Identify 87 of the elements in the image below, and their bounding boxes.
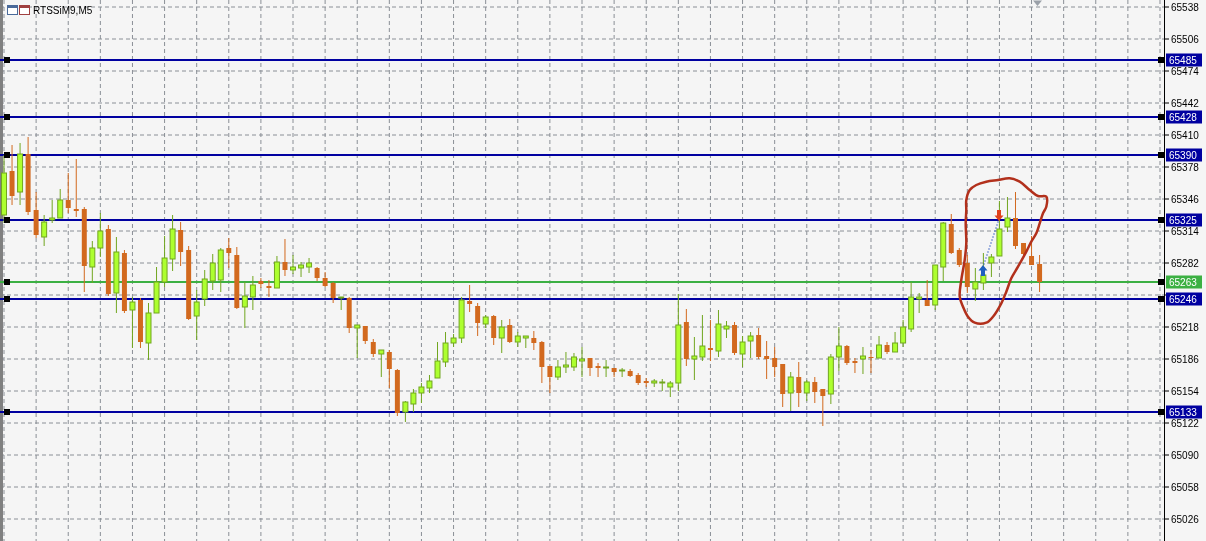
candlestick xyxy=(820,388,826,427)
y-tick-label: 65058 xyxy=(1171,481,1200,493)
candlestick xyxy=(1037,254,1043,293)
candlestick xyxy=(554,359,561,381)
ref-line-label: 65325 xyxy=(1169,214,1198,226)
candlestick xyxy=(844,344,850,366)
candlestick xyxy=(619,367,626,378)
candlestick xyxy=(900,319,907,348)
candlestick xyxy=(531,330,537,351)
candlestick xyxy=(209,253,216,291)
candlestick xyxy=(859,346,866,375)
candlestick xyxy=(835,326,842,372)
candlestick xyxy=(97,212,104,258)
candlestick xyxy=(354,324,361,359)
candlestick xyxy=(266,279,272,298)
candlestick xyxy=(386,349,392,389)
ref-line-label: 65263 xyxy=(1169,276,1198,288)
candlestick xyxy=(756,327,762,360)
candlestick xyxy=(129,296,136,349)
candlestick xyxy=(226,237,232,269)
candlestick xyxy=(547,365,553,394)
candlestick xyxy=(611,367,617,378)
candlestick xyxy=(193,289,200,341)
candlestick xyxy=(467,284,473,313)
candlestick xyxy=(49,199,56,224)
candlestick xyxy=(507,318,513,344)
candlestick xyxy=(298,261,305,278)
candlestick xyxy=(812,376,818,404)
y-tick-label: 65506 xyxy=(1171,33,1200,45)
candlestick xyxy=(772,346,778,378)
candlestick xyxy=(201,269,208,307)
candlestick xyxy=(290,254,296,275)
y-tick-label: 65410 xyxy=(1171,129,1200,141)
y-tick-label: 65474 xyxy=(1171,65,1200,77)
candlestick xyxy=(57,188,64,219)
y-tick-label: 65346 xyxy=(1171,193,1200,205)
candlestick xyxy=(787,371,794,412)
ref-line-label: 65485 xyxy=(1169,54,1198,66)
candlestick xyxy=(498,319,505,354)
y-tick-label: 65186 xyxy=(1171,353,1200,365)
chart-title: RTSSiM9,M5 xyxy=(33,4,93,16)
candlestick xyxy=(258,277,264,289)
ref-line-label: 65390 xyxy=(1169,149,1198,161)
candlestick xyxy=(178,221,184,267)
ref-line-label: 65428 xyxy=(1169,111,1198,123)
ref-line-label: 65246 xyxy=(1169,293,1198,305)
candlestick xyxy=(603,359,610,378)
candlestick xyxy=(306,257,313,274)
y-tick-label: 65090 xyxy=(1171,449,1200,461)
candlestick xyxy=(876,335,883,359)
candlestick xyxy=(972,267,979,302)
y-tick-label: 65122 xyxy=(1171,417,1200,429)
y-tick-label: 65378 xyxy=(1171,161,1200,173)
candlestick xyxy=(89,240,96,284)
candlestick xyxy=(803,379,810,402)
candlestick xyxy=(764,340,770,380)
candlestick xyxy=(595,362,601,378)
candlestick xyxy=(562,351,569,374)
y-tick-label: 65314 xyxy=(1171,225,1200,237)
candlestick xyxy=(475,302,481,337)
candlestick xyxy=(956,247,962,268)
y-tick-label: 65538 xyxy=(1171,1,1200,13)
candlestick xyxy=(964,254,970,294)
candlestick xyxy=(322,271,328,288)
y-tick-label: 65026 xyxy=(1171,513,1200,525)
candlestick xyxy=(852,357,858,374)
candlestick xyxy=(491,314,497,346)
candlestick xyxy=(330,281,336,304)
candlestick xyxy=(378,349,385,378)
candlestick xyxy=(41,214,48,247)
candlestick xyxy=(241,281,248,329)
ref-line-label: 65133 xyxy=(1169,406,1198,418)
candlestick xyxy=(916,292,923,314)
candlestick xyxy=(796,361,802,408)
candlestick xyxy=(579,346,585,378)
candlestick xyxy=(707,319,713,362)
y-tick-label: 65218 xyxy=(1171,321,1200,333)
y-tick-label: 65154 xyxy=(1171,385,1200,397)
candlestick xyxy=(1004,196,1011,233)
candlestick xyxy=(73,158,79,218)
y-tick-label: 65442 xyxy=(1171,97,1200,109)
candlestick xyxy=(65,172,71,214)
y-tick-label: 65282 xyxy=(1171,257,1200,269)
candlestick xyxy=(282,238,288,277)
candlestick xyxy=(249,275,256,311)
candlestick xyxy=(924,279,930,307)
candlestick xyxy=(892,331,899,353)
